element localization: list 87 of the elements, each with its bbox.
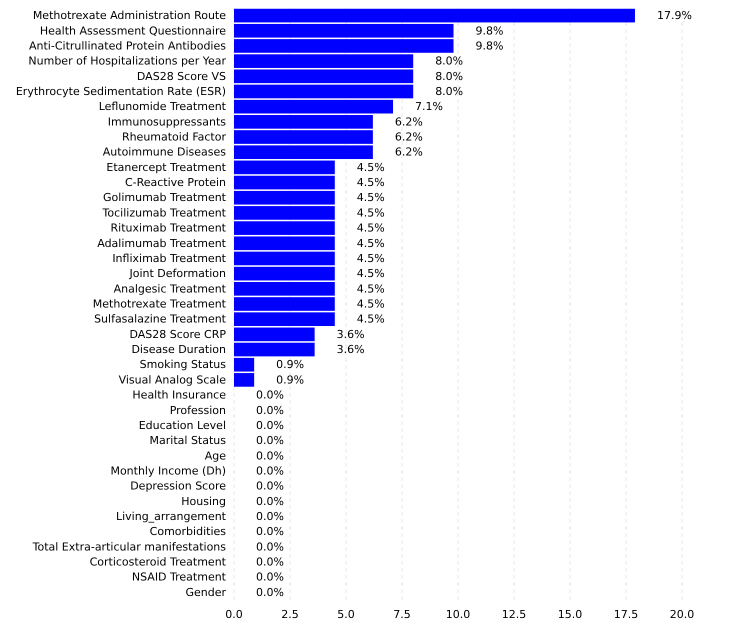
data-label: 3.6% — [336, 343, 365, 356]
y-tick-label: Living_arrangement — [116, 510, 227, 524]
data-label: 3.6% — [336, 328, 365, 341]
y-tick-label: C-Reactive Protein — [124, 176, 226, 190]
y-tick-label: Number of Hospitalizations per Year — [28, 54, 226, 68]
data-label: 6.2% — [394, 146, 423, 159]
x-tick-label: 15.0 — [558, 608, 582, 621]
y-tick-label: Corticosteroid Treatment — [90, 556, 227, 569]
y-tick-label: Visual Analog Scale — [118, 373, 226, 386]
x-tick-label: 5.0 — [337, 608, 355, 621]
data-label: 0.0% — [256, 556, 284, 569]
y-tick-label: Rheumatoid Factor — [122, 130, 226, 144]
x-tick-label: 10.0 — [446, 608, 470, 621]
y-tick-label: Sulfasalazine Treatment — [94, 312, 227, 326]
y-tick-label: Methotrexate Administration Route — [32, 9, 226, 22]
data-label: 0.9% — [276, 373, 304, 386]
x-tick-label: 0.0 — [225, 608, 243, 621]
data-label: 4.5% — [356, 267, 385, 280]
data-label: 0.0% — [256, 525, 284, 538]
y-tick-label: Health Insurance — [132, 388, 226, 402]
y-tick-label: Depression Score — [130, 480, 226, 493]
y-tick-label: DAS28 Score VS — [136, 70, 226, 83]
data-label: 0.0% — [256, 418, 284, 432]
data-label: 9.8% — [476, 24, 504, 38]
x-tick-label: 12.5 — [502, 608, 526, 621]
y-tick-label: DAS28 Score CRP — [129, 328, 226, 341]
data-label: 0.0% — [256, 434, 284, 448]
y-tick-label: NSAID Treatment — [132, 570, 227, 584]
y-tick-label: Infliximab Treatment — [112, 252, 227, 265]
data-label: 4.5% — [356, 312, 385, 326]
data-label: 0.0% — [256, 540, 284, 554]
data-label: 8.0% — [435, 54, 464, 68]
data-label: 0.0% — [256, 586, 284, 599]
y-tick-label: Immunosuppressants — [108, 115, 226, 128]
data-label: 0.0% — [256, 464, 284, 478]
y-tick-label: Etanercept Treatment — [106, 160, 227, 174]
data-label: 4.5% — [356, 298, 385, 310]
data-label: 17.9% — [656, 9, 692, 22]
y-tick-label: Adalimumab Treatment — [97, 236, 227, 250]
y-tick-label: Profession — [170, 404, 226, 417]
data-label: 0.9% — [276, 358, 304, 372]
y-tick-label: Autoimmune Diseases — [102, 146, 226, 159]
y-tick-label: Joint Deformation — [128, 267, 226, 280]
data-label: 4.5% — [356, 160, 385, 174]
y-tick-label: Erythrocyte Sedimentation Rate (ESR) — [16, 84, 226, 98]
y-tick-label: Marital Status — [150, 434, 226, 448]
y-tick-label: Health Assessment Questionnaire — [40, 24, 226, 38]
data-label: 4.5% — [356, 191, 385, 204]
y-tick-label: Methotrexate Treatment — [92, 298, 227, 310]
data-label: 4.5% — [356, 206, 385, 220]
y-tick-label: Golimumab Treatment — [103, 191, 227, 204]
data-label: 0.0% — [256, 510, 284, 524]
y-tick-label: Leflunomide Treatment — [98, 100, 227, 114]
data-label: 7.1% — [415, 100, 443, 114]
data-label: 0.0% — [256, 494, 284, 508]
x-tick-label: 2.5 — [281, 608, 299, 621]
x-tick-label: 7.5 — [393, 608, 411, 621]
x-tick-label: 20.0 — [670, 608, 694, 621]
y-tick-label: Gender — [185, 586, 226, 599]
data-label: 0.0% — [256, 449, 284, 462]
y-tick-label: Age — [204, 449, 226, 462]
data-label: 4.5% — [356, 252, 385, 265]
y-tick-label: Monthly Income (Dh) — [110, 464, 226, 478]
data-label: 9.8% — [476, 39, 504, 52]
y-tick-label: Comorbidities — [150, 525, 226, 538]
data-label: 4.5% — [356, 176, 385, 190]
data-label: 0.0% — [256, 404, 284, 417]
y-tick-label: Smoking Status — [140, 358, 226, 372]
data-label: 8.0% — [435, 70, 464, 83]
data-label: 6.2% — [394, 115, 423, 128]
data-label: 0.0% — [256, 480, 284, 493]
data-label: 0.0% — [256, 570, 284, 584]
data-label: 4.5% — [356, 222, 385, 235]
data-label: 6.2% — [394, 130, 423, 144]
data-label: 8.0% — [435, 84, 464, 98]
y-tick-label: Analgesic Treatment — [114, 282, 227, 296]
y-tick-label: Housing — [181, 494, 226, 508]
y-tick-label: Disease Duration — [131, 343, 226, 356]
data-label: 4.5% — [356, 236, 385, 250]
data-label: 4.5% — [356, 282, 385, 296]
data-label: 0.0% — [256, 388, 284, 402]
x-tick-label: 17.5 — [614, 608, 638, 621]
y-tick-label: Tocilizumab Treatment — [102, 206, 227, 220]
y-tick-label: Anti-Citrullinated Protein Antibodies — [29, 39, 226, 52]
y-tick-label: Rituximab Treatment — [110, 222, 227, 235]
y-tick-label: Total Extra-articular manifestations — [32, 540, 226, 554]
y-tick-label: Education Level — [138, 418, 226, 432]
